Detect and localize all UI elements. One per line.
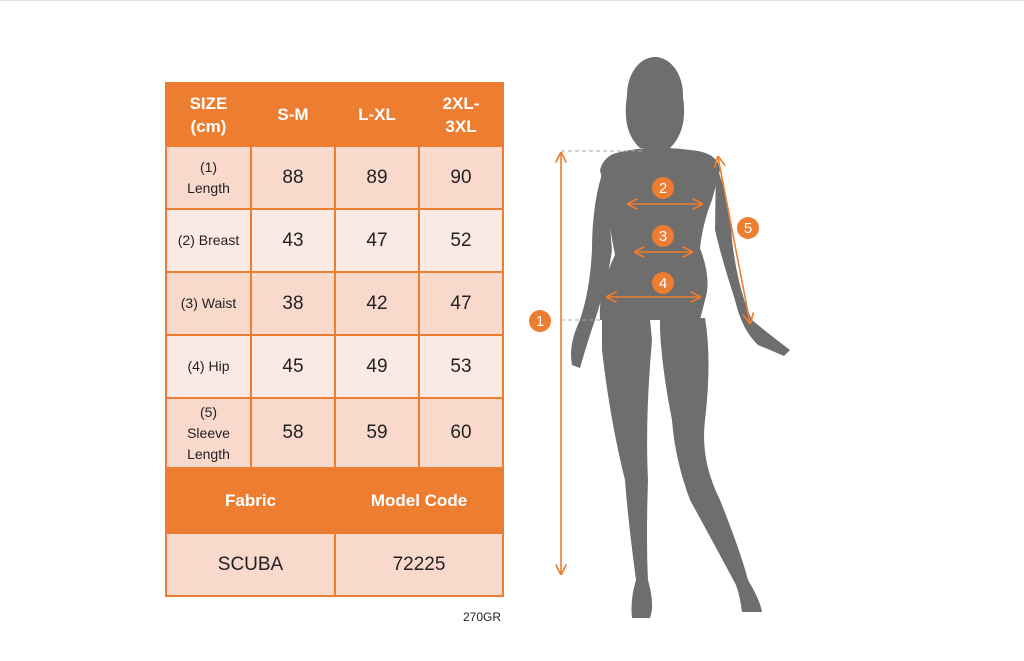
- table-row: (4) Hip 45 49 53: [165, 334, 504, 399]
- header-text: (cm): [190, 116, 227, 136]
- model-code-value: 72225: [334, 532, 504, 597]
- cell-value: 43: [250, 208, 336, 273]
- size-chart-table: SIZE (cm) S-M L-XL 2XL-3XL (1) Length 88 8…: [165, 82, 504, 597]
- cell-value: 88: [250, 145, 336, 210]
- marker-2-circle: [652, 177, 674, 199]
- header-text: 2XL-3XL: [442, 93, 480, 136]
- cell-value: 58: [250, 397, 336, 469]
- label-text: (5): [199, 403, 218, 420]
- table-row: (3) Waist 38 42 47: [165, 271, 504, 336]
- cell-value: 60: [418, 397, 504, 469]
- row-label: (2) Breast: [165, 208, 252, 273]
- cell-value: 90: [418, 145, 504, 210]
- marker-5-circle: [737, 217, 759, 239]
- marker-4: 4: [659, 275, 667, 292]
- woman-silhouette: [571, 57, 790, 618]
- label-text: Length: [187, 179, 230, 196]
- table-row: (5) Sleeve Length 58 59 60: [165, 397, 504, 469]
- table-header-row: SIZE (cm) S-M L-XL 2XL-3XL: [165, 82, 504, 147]
- cell-value: 53: [418, 334, 504, 399]
- marker-3: 3: [659, 228, 667, 245]
- cell-value: 42: [334, 271, 420, 336]
- cell-value: 59: [334, 397, 420, 469]
- marker-5: 5: [744, 220, 752, 237]
- marker-1: 1: [536, 313, 544, 330]
- fabric-value: SCUBA: [165, 532, 336, 597]
- table-row: (2) Breast 43 47 52: [165, 208, 504, 273]
- cell-value: 89: [334, 145, 420, 210]
- cell-value: 38: [250, 271, 336, 336]
- marker-1-circle: [529, 310, 551, 332]
- weight-caption: 270GR: [463, 610, 502, 624]
- measurement-markers: 1 2 3 4 5: [529, 177, 759, 332]
- marker-4-circle: [652, 272, 674, 294]
- fabric-header-row: Fabric Model Code: [165, 467, 504, 534]
- cell-value: 45: [250, 334, 336, 399]
- fabric-label: Fabric: [165, 467, 336, 534]
- marker-3-circle: [652, 225, 674, 247]
- sleeve-arrow: [718, 157, 750, 323]
- marker-2: 2: [659, 180, 667, 197]
- cell-value: 49: [334, 334, 420, 399]
- label-text: Sleeve: [187, 424, 230, 441]
- row-label: (1) Length: [165, 145, 252, 210]
- row-label: (4) Hip: [165, 334, 252, 399]
- row-label: (3) Waist: [165, 271, 252, 336]
- label-text: Length: [187, 445, 230, 462]
- header-text: SIZE: [189, 93, 228, 113]
- header-s-m: S-M: [250, 82, 336, 147]
- header-2xl-3xl: 2XL-3XL: [418, 82, 504, 147]
- top-divider: [0, 0, 1024, 1]
- cell-value: 52: [418, 208, 504, 273]
- table-row: (1) Length 88 89 90: [165, 145, 504, 210]
- fabric-value-row: SCUBA 72225: [165, 532, 504, 597]
- measurement-lines: [561, 153, 750, 574]
- header-size: SIZE (cm): [165, 82, 252, 147]
- cell-value: 47: [334, 208, 420, 273]
- header-l-xl: L-XL: [334, 82, 420, 147]
- model-code-label: Model Code: [334, 467, 504, 534]
- cell-value: 47: [418, 271, 504, 336]
- label-text: (1): [199, 158, 218, 175]
- row-label: (5) Sleeve Length: [165, 397, 252, 469]
